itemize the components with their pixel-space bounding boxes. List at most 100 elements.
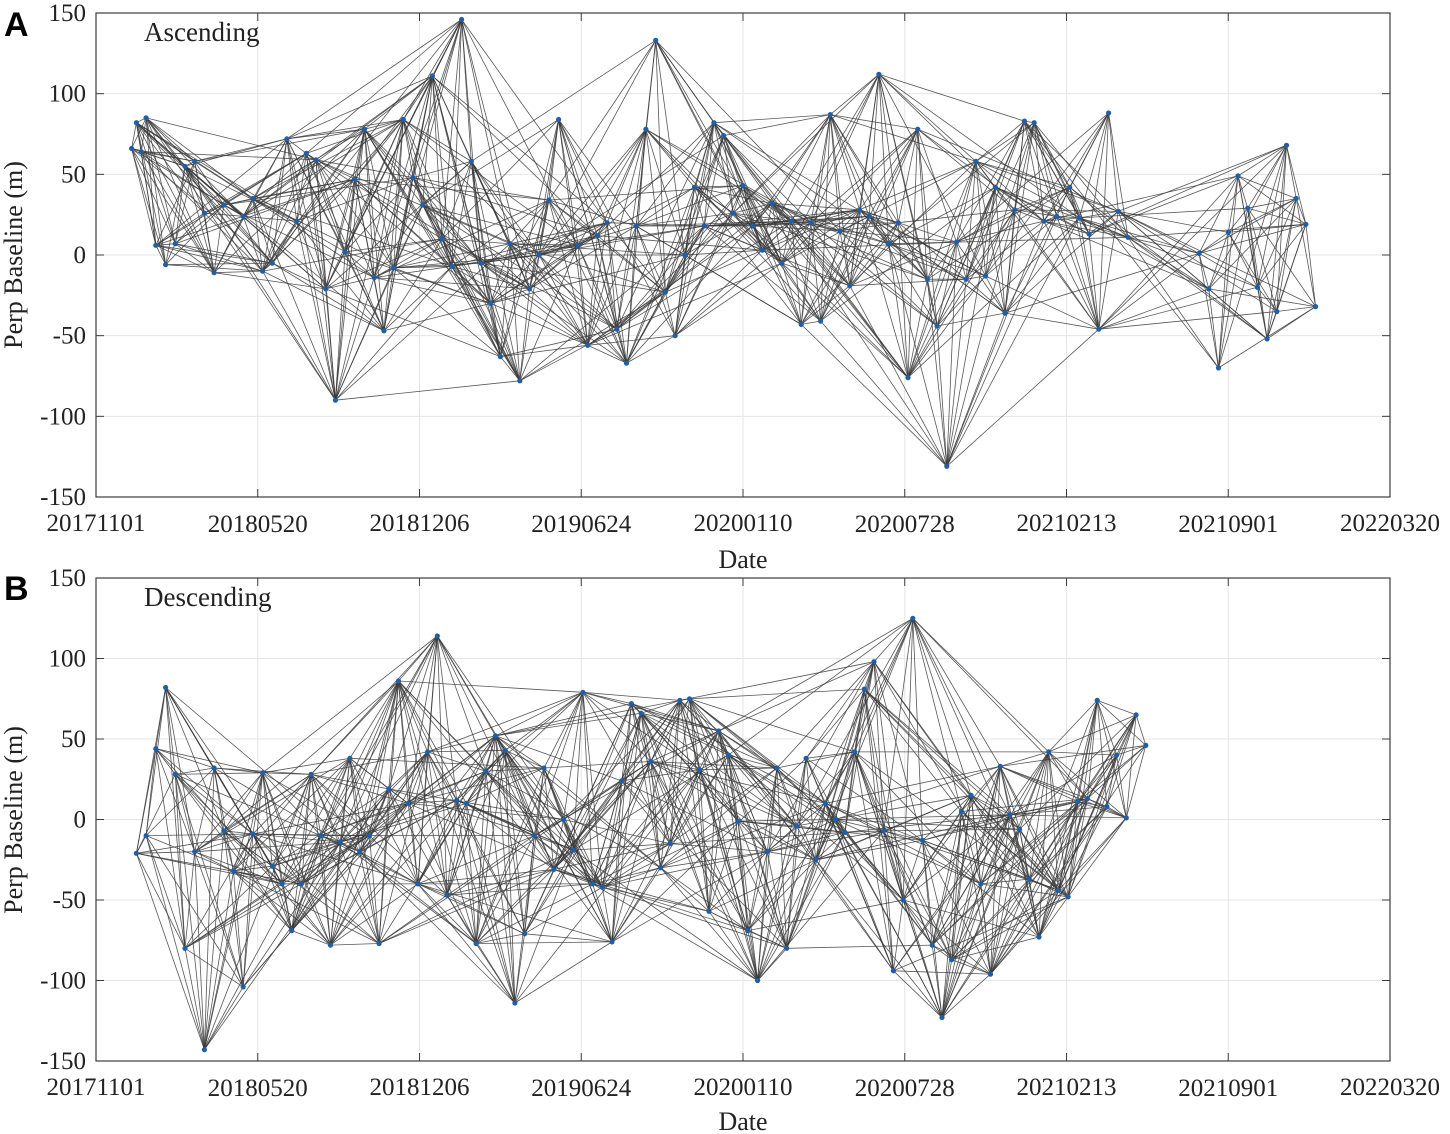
interferogram-link: [961, 811, 991, 975]
interferogram-link: [262, 772, 312, 775]
interferogram-link: [436, 635, 458, 801]
interferogram-link: [548, 40, 657, 201]
interferogram-link: [854, 618, 914, 753]
interferogram-link: [927, 241, 957, 280]
interferogram-link: [922, 840, 953, 960]
interferogram-link: [674, 185, 744, 336]
interferogram-link: [335, 251, 346, 401]
interferogram-link: [145, 835, 234, 872]
interferogram-link: [402, 119, 414, 178]
interferogram-link: [563, 819, 671, 844]
interferogram-link: [155, 243, 176, 246]
interferogram-link: [1014, 209, 1057, 217]
interferogram-link: [699, 754, 729, 770]
interferogram-link: [184, 851, 196, 949]
interferogram-link: [1257, 224, 1307, 288]
interferogram-link: [548, 185, 744, 201]
interferogram-link: [650, 761, 826, 804]
interferogram-link: [601, 761, 652, 888]
interferogram-link: [1024, 120, 1058, 217]
interferogram-link: [776, 767, 788, 949]
interferogram-link: [907, 217, 1080, 378]
acquisition-point: [517, 378, 523, 384]
interferogram-link: [466, 770, 487, 804]
interferogram-link: [359, 851, 380, 944]
interferogram-link: [456, 800, 477, 944]
interferogram-link: [970, 795, 1059, 891]
y-tick-label: -50: [53, 323, 86, 350]
interferogram-link: [985, 187, 996, 277]
interferogram-link: [1247, 208, 1268, 339]
interferogram-link: [441, 238, 617, 330]
acquisition-point: [1123, 815, 1129, 821]
interferogram-link: [1127, 236, 1258, 288]
panel-letter-b: B: [4, 570, 29, 608]
interferogram-link: [291, 883, 302, 931]
interferogram-link: [369, 835, 380, 944]
interferogram-link: [175, 243, 263, 272]
x-tick-label: 20171101: [46, 1074, 145, 1101]
interferogram-link: [310, 774, 380, 944]
interferogram-link: [597, 122, 715, 236]
interferogram-link: [844, 661, 875, 833]
interferogram-link: [1056, 215, 1090, 235]
interferogram-link: [985, 215, 1058, 277]
interferogram-link: [577, 245, 589, 346]
acquisition-point: [512, 1000, 518, 1006]
interferogram-link: [1127, 223, 1306, 238]
acquisition-point: [1007, 812, 1013, 818]
interferogram-link: [995, 186, 1129, 238]
interferogram-link: [252, 772, 263, 835]
acquisition-point: [133, 120, 139, 126]
interferogram-link: [839, 209, 860, 232]
interferogram-link: [286, 138, 336, 401]
interferogram-link: [689, 698, 758, 981]
acquisition-point: [842, 829, 848, 836]
interferogram-link: [184, 947, 244, 988]
interferogram-link: [519, 245, 579, 381]
interferogram-link: [1077, 745, 1147, 803]
interferogram-link: [635, 122, 715, 227]
interferogram-link: [980, 766, 1001, 884]
acquisition-point: [502, 747, 508, 753]
interferogram-link: [1043, 217, 1080, 222]
acquisition-point: [434, 633, 440, 639]
interferogram-link: [796, 751, 855, 827]
interferogram-link: [145, 117, 195, 162]
interferogram-link: [500, 344, 588, 357]
interferogram-link: [441, 238, 492, 304]
y-tick-label: -50: [53, 887, 86, 914]
interferogram-link: [373, 119, 404, 278]
interferogram-link: [398, 635, 438, 682]
interferogram-link: [325, 119, 404, 290]
interferogram-link: [563, 819, 593, 885]
interferogram-link: [670, 843, 768, 853]
interferogram-link: [408, 803, 603, 888]
acquisition-point: [221, 828, 227, 834]
interferogram-link: [262, 138, 288, 272]
interferogram-link: [446, 803, 467, 896]
interferogram-link: [471, 40, 656, 162]
interferogram-link: [699, 769, 797, 827]
interferogram-link: [344, 251, 385, 331]
interferogram-link: [587, 344, 627, 364]
interferogram-link: [213, 767, 341, 843]
interferogram-link: [704, 212, 734, 227]
interferogram-link: [155, 687, 166, 749]
interferogram-link: [422, 75, 433, 206]
interferogram-link: [272, 262, 385, 332]
acquisition-point: [420, 202, 426, 208]
interferogram-link: [383, 303, 491, 332]
acquisition-point: [696, 767, 702, 773]
interferogram-link: [301, 758, 351, 885]
acquisition-point: [711, 120, 717, 126]
interferogram-link: [747, 899, 904, 931]
interferogram-link: [1208, 145, 1287, 290]
interferogram-link: [1266, 145, 1287, 339]
interferogram-link: [359, 788, 390, 852]
interferogram-link: [961, 766, 1001, 812]
acquisition-point: [725, 752, 732, 758]
interferogram-link: [315, 75, 433, 161]
interferogram-link: [339, 635, 438, 843]
interferogram-link: [485, 771, 516, 1004]
